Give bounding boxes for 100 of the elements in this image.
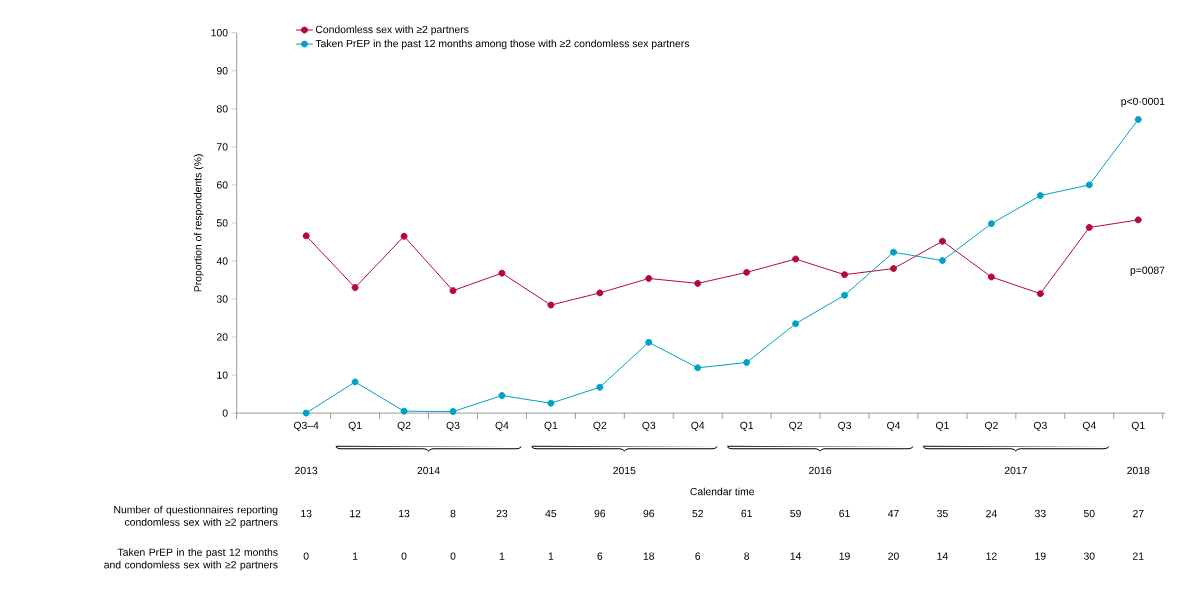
- text: 50: [1083, 509, 1095, 518]
- text: Number of questionnaires reporting condomless sex with ≥2 partners: [114, 505, 278, 528]
- text: Calendar time: [690, 487, 755, 496]
- point: [1085, 224, 1093, 232]
- point: [1085, 181, 1093, 189]
- x-tick-label: Q3: [642, 421, 656, 431]
- annotation: p=0087: [1130, 266, 1165, 276]
- text: 24: [986, 509, 997, 518]
- text: 35: [937, 509, 948, 518]
- point: [743, 268, 751, 276]
- annotation: p<0·0001: [1121, 97, 1165, 108]
- text: 96: [594, 509, 606, 518]
- point: [890, 248, 897, 256]
- text: 13: [301, 509, 312, 518]
- point: [938, 257, 946, 265]
- text: 59: [790, 509, 801, 518]
- point: [547, 301, 555, 309]
- y-tick-label: 40: [216, 257, 228, 265]
- point: [645, 338, 653, 346]
- text: 21: [1132, 552, 1144, 560]
- point: [694, 279, 702, 287]
- text: 1: [548, 552, 554, 560]
- text: 12: [986, 552, 997, 560]
- point: [302, 409, 310, 417]
- point: [694, 364, 702, 372]
- text: 14: [790, 552, 802, 560]
- point: [351, 378, 359, 386]
- y-tick-label: 50: [216, 219, 228, 227]
- point: [547, 399, 555, 407]
- point: [449, 287, 457, 295]
- point: [302, 232, 310, 240]
- text: 18: [643, 552, 655, 560]
- text: 30: [1083, 552, 1095, 560]
- x-tick-label: Q1: [544, 421, 558, 431]
- x-tick-label: Q4: [887, 421, 901, 431]
- text: 6: [695, 552, 701, 560]
- point: [1134, 116, 1142, 124]
- x-tick-label: Q4: [691, 421, 705, 431]
- legend-label: Taken PrEP in the past 12 months among those with ≥2 condomless sex partners: [315, 39, 690, 50]
- text: 61: [741, 509, 752, 518]
- text: 2016: [809, 466, 832, 475]
- text: Taken PrEP in the past 12 months and condomless sex with ≥2 partners: [104, 548, 278, 571]
- text: 52: [692, 509, 703, 518]
- text: 61: [839, 509, 850, 518]
- text: 2014: [417, 466, 440, 475]
- legend-label: Condomless sex with ≥2 partners: [315, 25, 469, 36]
- point: [792, 255, 800, 263]
- x-tick-label: Q1: [740, 421, 754, 431]
- point: [351, 284, 359, 292]
- point: [1134, 216, 1142, 224]
- x-tick-label: Q1: [348, 421, 362, 431]
- x-tick-label: Q1: [936, 421, 949, 431]
- text: 8: [450, 509, 456, 518]
- y-tick-label: 10: [217, 371, 228, 379]
- text: 45: [545, 509, 557, 518]
- text: 19: [1035, 552, 1046, 560]
- x-tick-label: Q1: [1131, 421, 1145, 431]
- text: 27: [1132, 509, 1144, 518]
- text: 47: [887, 510, 899, 518]
- point: [400, 232, 408, 240]
- text: 14: [937, 552, 948, 560]
- text: 20: [888, 552, 899, 560]
- point: [987, 220, 995, 228]
- y-tick-label: 70: [217, 143, 228, 151]
- x-tick-label: Q3–4: [293, 421, 319, 431]
- x-tick-label: Q3: [446, 421, 460, 431]
- y-tick-label: 90: [216, 67, 228, 75]
- y-tick-label: 0: [222, 409, 228, 417]
- point: [987, 273, 995, 281]
- text: 0: [303, 552, 309, 560]
- text: 2013: [295, 466, 318, 475]
- point: [841, 291, 849, 299]
- y-axis-title: Proportion of respondents (%): [193, 154, 204, 292]
- point: [792, 320, 800, 328]
- point: [1036, 290, 1044, 298]
- y-tick-label: 20: [217, 333, 228, 341]
- point: [645, 275, 653, 282]
- text: 1: [353, 552, 358, 560]
- text: 23: [496, 509, 508, 518]
- x-tick-label: Q2: [789, 421, 803, 431]
- point: [596, 383, 604, 391]
- text: 0: [450, 552, 456, 560]
- x-tick-label: Q3: [1033, 421, 1047, 431]
- point: [449, 408, 457, 416]
- text: 96: [643, 509, 655, 518]
- point: [1036, 192, 1044, 200]
- y-tick-label: 60: [217, 181, 228, 189]
- x-tick-label: Q2: [593, 421, 607, 431]
- x-tick-label: Q2: [984, 421, 998, 431]
- text: 2017: [1004, 466, 1027, 475]
- text: 8: [744, 552, 750, 560]
- point: [400, 407, 408, 415]
- text: 6: [597, 552, 603, 560]
- x-tick-label: Q4: [495, 421, 509, 431]
- x-tick-label: Q2: [397, 421, 411, 431]
- y-tick-label: 30: [216, 295, 228, 303]
- text: 2015: [613, 466, 636, 475]
- point: [498, 269, 506, 277]
- point: [743, 359, 751, 367]
- text: 12: [350, 509, 361, 518]
